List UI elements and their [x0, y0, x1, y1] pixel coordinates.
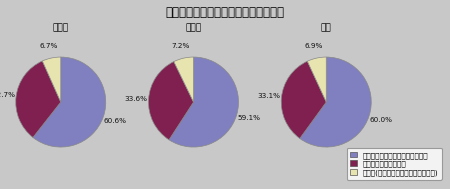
Text: 6.7%: 6.7% [40, 43, 58, 49]
Wedge shape [281, 61, 326, 139]
Legend: 保護者としての責任感や規範意識, 保護者の経済的な問題, その他(経済的かモラルか判別できず): 保護者としての責任感や規範意識, 保護者の経済的な問題, その他(経済的かモラル… [347, 148, 442, 180]
Text: 60.0%: 60.0% [369, 117, 392, 123]
Text: 33.1%: 33.1% [257, 93, 280, 99]
Text: 学校給食費の未納に関する学校の認識: 学校給食費の未納に関する学校の認識 [166, 6, 284, 19]
Text: 全体: 全体 [321, 23, 332, 32]
Wedge shape [169, 57, 238, 147]
Text: 7.2%: 7.2% [171, 43, 190, 49]
Wedge shape [174, 57, 194, 102]
Text: 59.1%: 59.1% [237, 115, 260, 121]
Wedge shape [300, 57, 371, 147]
Wedge shape [148, 62, 194, 140]
Text: 32.7%: 32.7% [0, 92, 15, 98]
Text: 小学校: 小学校 [53, 23, 69, 32]
Text: 6.9%: 6.9% [305, 43, 323, 49]
Text: 60.6%: 60.6% [104, 118, 127, 124]
Wedge shape [42, 57, 61, 102]
Wedge shape [33, 57, 106, 147]
Wedge shape [307, 57, 326, 102]
Wedge shape [16, 61, 61, 137]
Text: 33.6%: 33.6% [125, 95, 148, 101]
Text: 中学校: 中学校 [185, 23, 202, 32]
